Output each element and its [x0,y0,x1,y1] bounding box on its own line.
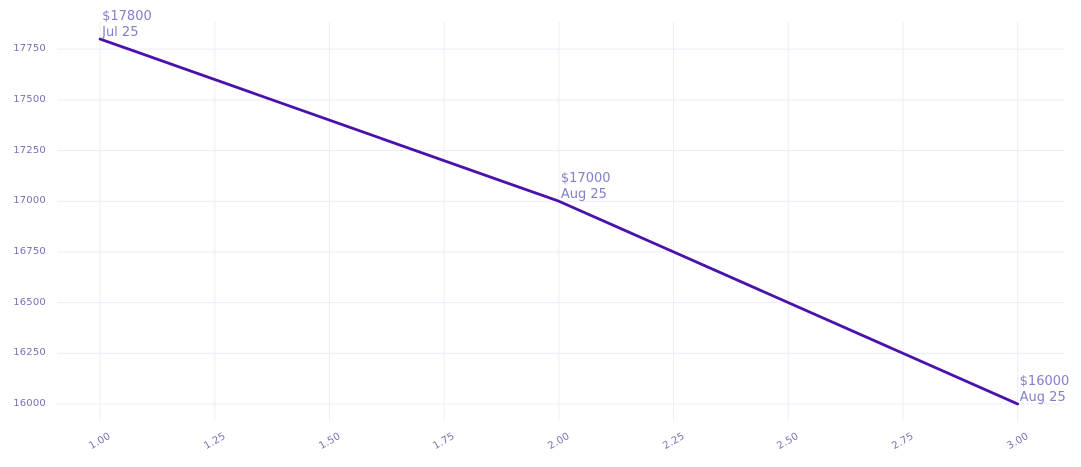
price-line-series [98,37,1020,406]
y-tick-label: 16750 [13,245,46,257]
y-tick-label: 16250 [13,347,46,359]
annotation-price: $17800 [102,9,152,25]
point-annotation: $16000 Aug 25 [1020,374,1070,406]
y-tick-label: 17500 [13,93,46,105]
y-tick-label: 17000 [13,195,46,207]
y-tick-label: 16000 [13,397,46,409]
y-tick-label: 17750 [13,43,46,55]
y-tick-label: 16500 [13,296,46,308]
annotation-price: $16000 [1019,373,1070,389]
y-tick-label: 17250 [13,144,46,156]
annotation-date: Aug 25 [560,187,607,203]
annotation-date: Jul 25 [102,25,139,41]
point-annotation: $17000 Aug 25 [561,171,611,203]
point-annotation: $17800 Jul 25 [102,9,152,41]
annotation-date: Aug 25 [1019,389,1066,405]
annotation-price: $17000 [560,171,611,187]
